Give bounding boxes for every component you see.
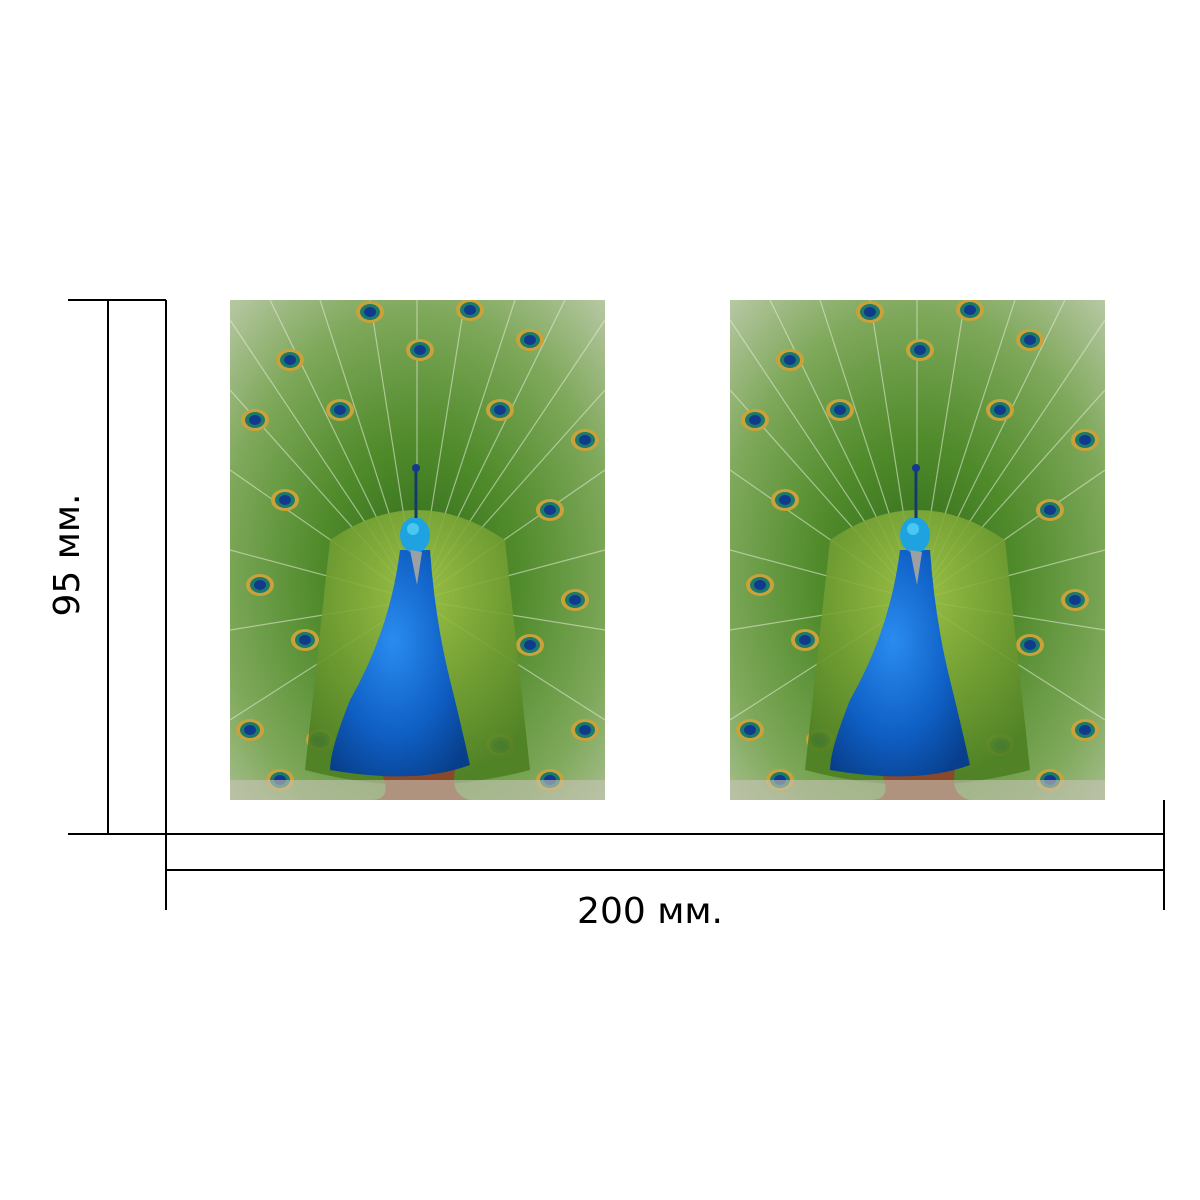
peacock-photo-left (230, 299, 605, 800)
height-dimension-label: 95 мм. (47, 493, 88, 617)
peacock-photo-right (730, 299, 1105, 800)
height-dimension-lines (68, 299, 167, 835)
width-dimension-lines (165, 800, 1165, 910)
width-dimension-label: 200 мм. (577, 891, 723, 932)
